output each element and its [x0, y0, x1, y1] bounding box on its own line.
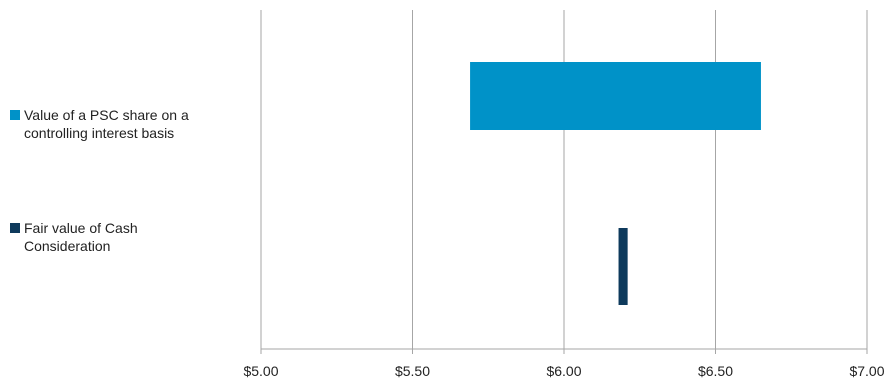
range-bar-cash-consideration: [618, 228, 628, 305]
legend-item-share-value: Value of a PSC share on a controlling in…: [10, 106, 189, 142]
x-tick-label: $5.00: [243, 363, 278, 379]
legend-label-cash-consideration: Fair value of Cash Consideration: [24, 220, 138, 254]
legend-swatch-share-value: [10, 110, 20, 120]
legend-item-cash-consideration: Fair value of Cash Consideration: [10, 219, 138, 255]
range-bars: [470, 62, 761, 305]
x-tick-label: $6.00: [546, 363, 581, 379]
legend-swatch-cash-consideration: [10, 223, 20, 233]
x-tick-label: $6.50: [698, 363, 733, 379]
x-axis-ticks: $5.00 $5.50 $6.00 $6.50 $7.00: [243, 349, 885, 379]
gridlines: [260, 10, 868, 349]
legend-label-share-value: Value of a PSC share on a controlling in…: [24, 107, 189, 141]
x-tick-label: $7.00: [849, 363, 884, 379]
x-tick-label: $5.50: [395, 363, 430, 379]
range-bar-share-value: [470, 62, 761, 130]
